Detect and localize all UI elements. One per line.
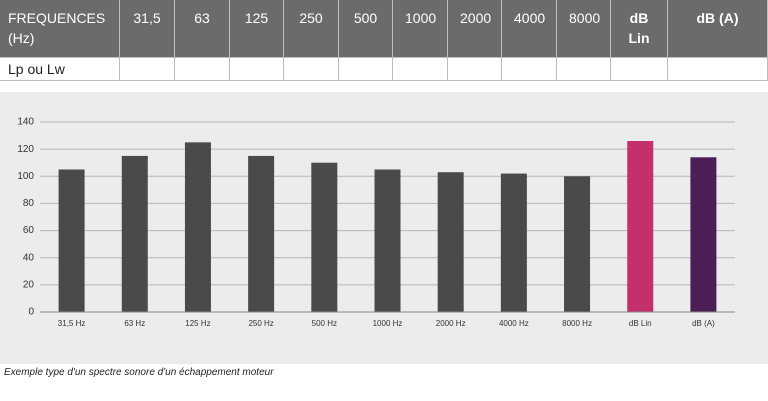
x-tick-label: 500 Hz	[312, 319, 337, 328]
empty-cell	[393, 57, 448, 81]
y-tick-label: 140	[17, 117, 34, 128]
header-cell: 1000	[393, 0, 448, 57]
chart: 0 20 40 60 80 100 120 140 31,5 Hz 63 Hz 125 Hz 250 …	[0, 92, 768, 364]
header-cell: 31,5	[120, 0, 175, 57]
caption: Exemple type d'un spectre sonore d'un éc…	[4, 367, 274, 378]
empty-cell	[175, 57, 230, 81]
bar	[311, 162, 338, 312]
x-tick-label: 1000 Hz	[373, 319, 403, 328]
bar	[121, 155, 148, 312]
header-cell: 250	[284, 0, 339, 57]
header-cell: 63	[175, 0, 230, 57]
empty-cell	[557, 57, 611, 81]
x-tick-label: 2000 Hz	[436, 319, 466, 328]
y-tick-label: 100	[17, 171, 34, 182]
bar	[184, 142, 211, 312]
y-tick-label: 60	[23, 225, 35, 236]
y-tick-label: 80	[23, 198, 35, 209]
x-tick-label: 125 Hz	[185, 319, 210, 328]
header-cell: 2000	[448, 0, 502, 57]
header-cell: FREQUENCES (Hz)	[0, 0, 120, 57]
header-cell: 125	[230, 0, 284, 57]
bar	[437, 172, 464, 312]
bar	[564, 176, 591, 312]
y-tick-label: 120	[17, 144, 34, 155]
empty-cell	[611, 57, 668, 81]
bar	[500, 173, 527, 312]
bar	[690, 157, 717, 312]
empty-cell	[502, 57, 557, 81]
y-tick-label: 20	[23, 279, 35, 290]
y-tick-label: 0	[28, 307, 34, 318]
bar	[58, 169, 85, 312]
header-cell: 4000	[502, 0, 557, 57]
x-tick-label: 63 Hz	[124, 319, 145, 328]
header-cell: 8000	[557, 0, 611, 57]
x-tick-label: 4000 Hz	[499, 319, 529, 328]
empty-cell	[668, 57, 768, 81]
x-tick-label: dB Lin	[629, 319, 652, 328]
y-tick-label: 40	[23, 252, 35, 263]
empty-cell	[120, 57, 175, 81]
empty-cell	[230, 57, 284, 81]
x-tick-label: dB (A)	[692, 319, 715, 328]
header-cell: dB (A)	[668, 0, 768, 57]
x-tick-label: 31,5 Hz	[58, 319, 86, 328]
bar	[627, 141, 654, 312]
row-label: Lp ou Lw	[0, 57, 120, 81]
empty-cell	[448, 57, 502, 81]
header-cell: 500	[339, 0, 393, 57]
x-tick-label: 250 Hz	[248, 319, 273, 328]
empty-cell	[284, 57, 339, 81]
x-tick-label: 8000 Hz	[562, 319, 592, 328]
bar	[374, 169, 401, 312]
header-cell: dB Lin	[611, 0, 668, 57]
bar	[248, 155, 275, 312]
empty-cell	[339, 57, 393, 81]
spectrum-table: FREQUENCES (Hz) Lp ou Lw 31,5 63 125 250 500 10…	[0, 0, 768, 82]
